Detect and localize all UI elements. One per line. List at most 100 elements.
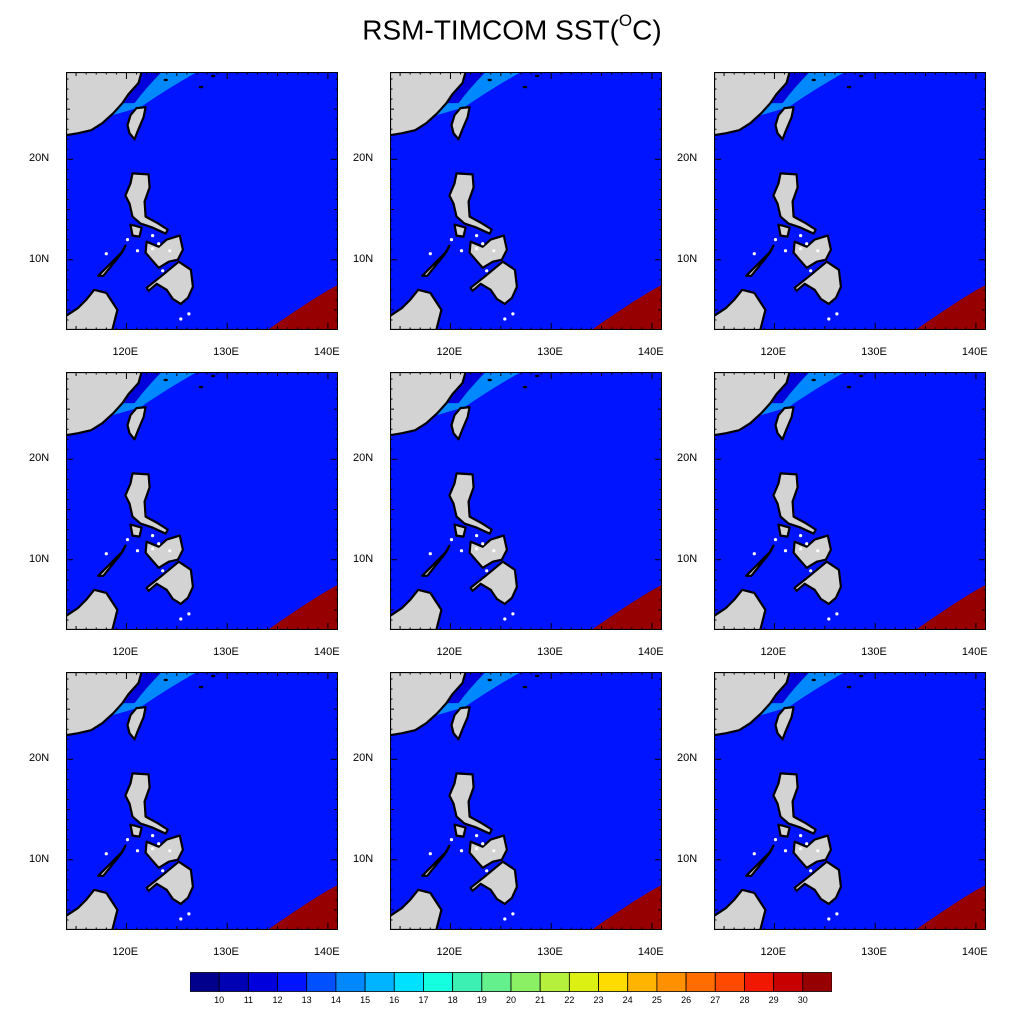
colorbar-box (218, 972, 249, 992)
colorbar-label: 14 (330, 995, 341, 1005)
map-panel: 20N 10N 120E 130E 140E (677, 72, 988, 358)
lon-label: 130E (537, 946, 563, 958)
sst-map (66, 672, 338, 930)
lon-label: 120E (112, 346, 139, 358)
map-panel: 20N 10N 120E 130E 140E (353, 672, 664, 958)
lon-label: 120E (112, 646, 139, 658)
sst-map (66, 372, 338, 630)
lat-label: 20N (29, 752, 50, 765)
lon-label: 130E (213, 946, 239, 958)
lat-label: 10N (353, 852, 374, 865)
colorbar-label: 23 (593, 995, 604, 1005)
colorbar-box (656, 972, 687, 992)
colorbar-box (568, 972, 599, 992)
lon-label: 140E (637, 346, 664, 358)
colorbar-label: 27 (710, 995, 721, 1005)
lat-label: 10N (29, 252, 50, 265)
colorbar-box (306, 972, 337, 992)
lon-label: 130E (861, 346, 887, 358)
lon-label: 140E (313, 646, 340, 658)
lat-label: 10N (29, 852, 50, 865)
lon-label: 120E (436, 346, 463, 358)
map-panel: 20N 10N 120E 130E 140E (29, 72, 340, 358)
colorbar-label: 18 (447, 995, 458, 1005)
colorbar-box (452, 972, 483, 992)
lon-label: 130E (861, 946, 887, 958)
colorbar-label: 28 (739, 995, 750, 1005)
lon-label: 130E (537, 646, 563, 658)
sst-map (714, 372, 986, 630)
lon-label: 140E (637, 646, 664, 658)
lat-label: 10N (677, 252, 698, 265)
colorbar-box (190, 972, 220, 992)
lat-label: 20N (29, 452, 50, 465)
lon-label: 120E (760, 946, 787, 958)
colorbar-label: 29 (768, 995, 779, 1005)
sst-map (390, 372, 662, 630)
sst-map (714, 72, 986, 330)
sst-map (714, 672, 986, 930)
lon-label: 130E (213, 646, 239, 658)
colorbar-box (685, 972, 716, 992)
colorbar-box (539, 972, 570, 992)
lat-label: 10N (353, 552, 374, 565)
colorbar-box (335, 972, 366, 992)
colorbar-label: 24 (622, 995, 633, 1005)
lon-label: 140E (961, 946, 988, 958)
lat-label: 20N (677, 152, 698, 165)
lat-label: 10N (677, 852, 698, 865)
lon-label: 140E (313, 946, 340, 958)
lon-label: 120E (436, 946, 463, 958)
lon-label: 140E (313, 346, 340, 358)
lon-label: 130E (213, 346, 239, 358)
colorbar-box (364, 972, 395, 992)
colorbar-label: 13 (301, 995, 312, 1005)
lat-label: 10N (29, 552, 50, 565)
colorbar-box (598, 972, 629, 992)
sst-map (390, 672, 662, 930)
sst-map (66, 72, 338, 330)
colorbar-label: 25 (651, 995, 662, 1005)
colorbar-label: 11 (243, 995, 254, 1005)
figure-title: RSM-TIMCOM SST(OC) (362, 11, 662, 46)
lon-label: 120E (436, 646, 463, 658)
colorbar-box (744, 972, 775, 992)
map-panel: 20N 10N 120E 130E 140E (29, 672, 340, 958)
lon-label: 140E (961, 646, 988, 658)
colorbar-boxes (190, 972, 832, 992)
lat-label: 20N (29, 152, 50, 165)
colorbar-label: 20 (505, 995, 516, 1005)
colorbar-box (247, 972, 278, 992)
map-panel: 20N 10N 120E 130E 140E (353, 372, 664, 658)
colorbar-label: 22 (564, 995, 575, 1005)
lat-label: 20N (677, 452, 698, 465)
lon-label: 120E (112, 946, 139, 958)
map-panel: 20N 10N 120E 130E 140E (353, 72, 664, 358)
lat-label: 10N (677, 552, 698, 565)
colorbar-label: 17 (418, 995, 429, 1005)
colorbar-box (277, 972, 308, 992)
colorbar-label: 19 (476, 995, 487, 1005)
colorbar-label: 21 (535, 995, 546, 1005)
lat-label: 20N (677, 752, 698, 765)
colorbar-label: 15 (360, 995, 371, 1005)
colorbar-label: 26 (681, 995, 692, 1005)
lon-label: 140E (637, 946, 664, 958)
lat-label: 10N (353, 252, 374, 265)
lat-label: 20N (353, 452, 374, 465)
colorbar-box (481, 972, 512, 992)
colorbar-label: 10 (214, 995, 225, 1005)
colorbar-label: 16 (389, 995, 400, 1005)
colorbar-box (773, 972, 804, 992)
map-panel: 20N 10N 120E 130E 140E (677, 372, 988, 658)
colorbar-box (423, 972, 454, 992)
colorbar-box (510, 972, 541, 992)
colorbar-label: 12 (272, 995, 283, 1005)
colorbar-box (393, 972, 424, 992)
map-panel: 20N 10N 120E 130E 140E (677, 672, 988, 958)
colorbar-box (714, 972, 745, 992)
sst-map (390, 72, 662, 330)
colorbar-box (802, 972, 832, 992)
lon-label: 120E (760, 646, 787, 658)
lon-label: 130E (537, 346, 563, 358)
